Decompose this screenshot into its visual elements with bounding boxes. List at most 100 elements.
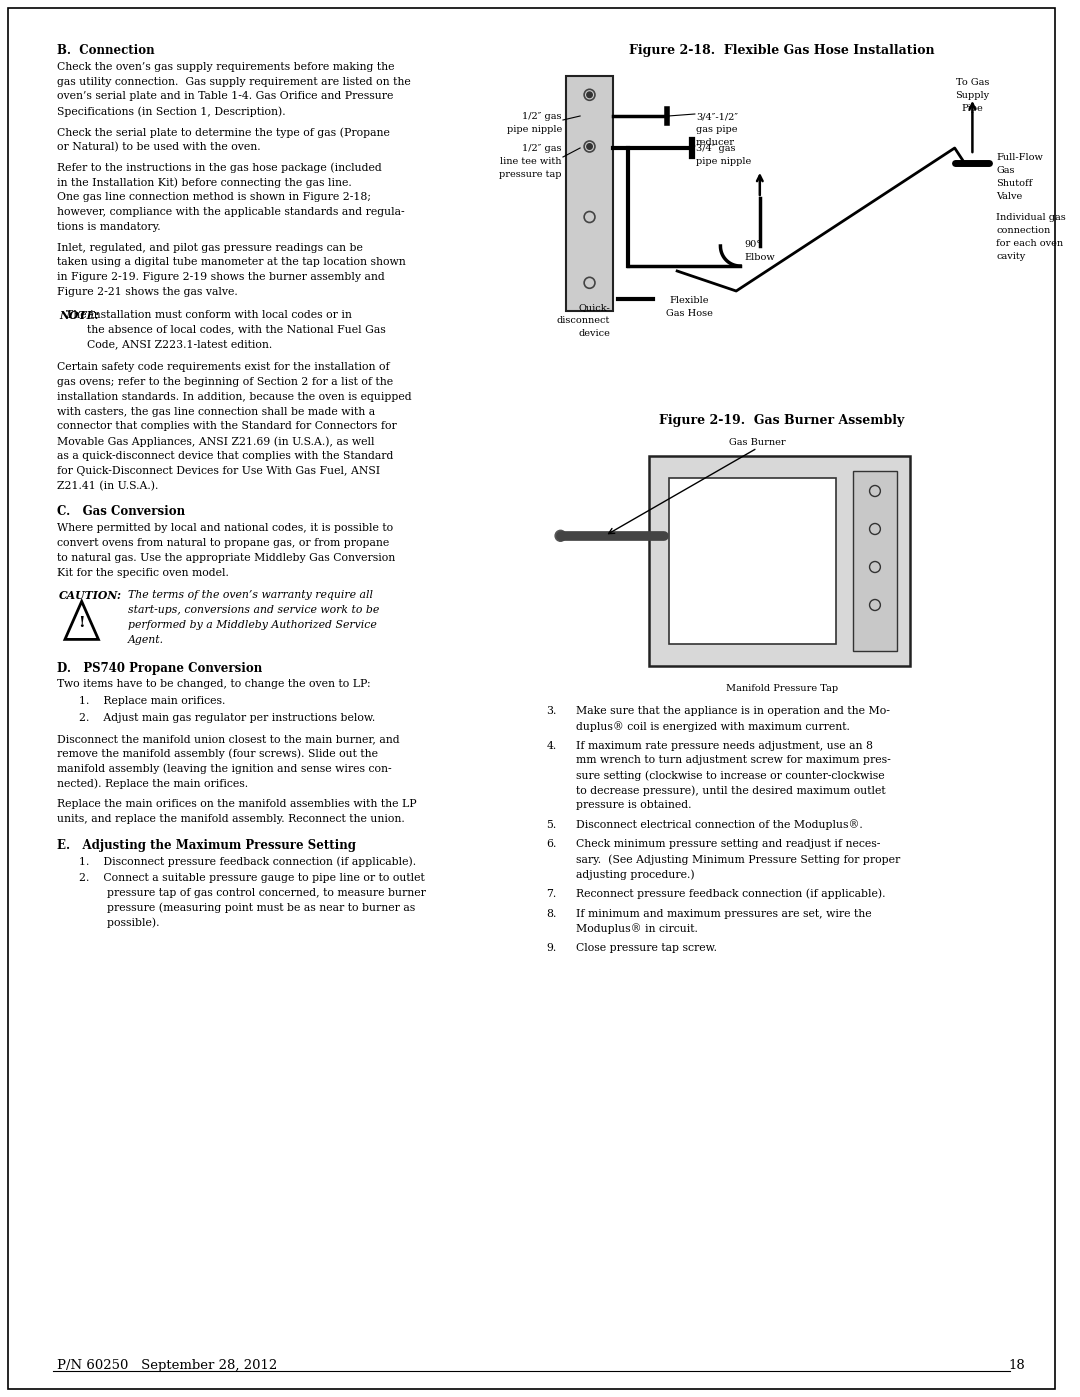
Text: mm wrench to turn adjustment screw for maximum pres-: mm wrench to turn adjustment screw for m… — [576, 756, 891, 766]
Text: Shutoff: Shutoff — [996, 179, 1032, 189]
Text: gas ovens; refer to the beginning of Section 2 for a list of the: gas ovens; refer to the beginning of Sec… — [57, 377, 393, 387]
Text: sure setting (clockwise to increase or counter-clockwise: sure setting (clockwise to increase or c… — [576, 770, 885, 781]
Text: Figure 2-18.  Flexible Gas Hose Installation: Figure 2-18. Flexible Gas Hose Installat… — [630, 43, 935, 57]
Text: Moduplus® in circuit.: Moduplus® in circuit. — [576, 923, 698, 935]
Text: 1.    Replace main orifices.: 1. Replace main orifices. — [79, 696, 225, 707]
Text: C.   Gas Conversion: C. Gas Conversion — [57, 506, 185, 518]
Text: installation standards. In addition, because the oven is equipped: installation standards. In addition, bec… — [57, 391, 411, 402]
Text: pipe nipple: pipe nipple — [696, 156, 751, 166]
Text: convert ovens from natural to propane gas, or from propane: convert ovens from natural to propane ga… — [57, 538, 389, 548]
Text: Valve: Valve — [996, 191, 1023, 201]
Text: Z21.41 (in U.S.A.).: Z21.41 (in U.S.A.). — [57, 481, 159, 490]
Text: in Figure 2-19. Figure 2-19 shows the burner assembly and: in Figure 2-19. Figure 2-19 shows the bu… — [57, 272, 384, 282]
Text: 6.: 6. — [546, 840, 556, 849]
Text: 1.    Disconnect pressure feedback connection (if applicable).: 1. Disconnect pressure feedback connecti… — [79, 856, 416, 868]
Text: 3.: 3. — [546, 705, 556, 717]
Text: sary.  (See Adjusting Minimum Pressure Setting for proper: sary. (See Adjusting Minimum Pressure Se… — [576, 854, 900, 865]
Text: oven’s serial plate and in Table 1-4. Gas Orifice and Pressure: oven’s serial plate and in Table 1-4. Ga… — [57, 91, 393, 102]
Text: !: ! — [79, 616, 85, 630]
Text: connection: connection — [996, 226, 1050, 235]
Text: Inlet, regulated, and pilot gas pressure readings can be: Inlet, regulated, and pilot gas pressure… — [57, 243, 363, 253]
Text: Replace the main orifices on the manifold assemblies with the LP: Replace the main orifices on the manifol… — [57, 799, 417, 809]
Text: device: device — [578, 330, 610, 338]
Text: 90°: 90° — [744, 240, 761, 249]
Text: nected). Replace the main orifices.: nected). Replace the main orifices. — [57, 778, 248, 789]
Circle shape — [586, 144, 592, 149]
Text: 2.    Adjust main gas regulator per instructions below.: 2. Adjust main gas regulator per instruc… — [79, 712, 375, 724]
Text: Individual gas: Individual gas — [996, 212, 1066, 222]
Text: Code, ANSI Z223.1-latest edition.: Code, ANSI Z223.1-latest edition. — [59, 339, 272, 349]
Text: pressure (measuring point must be as near to burner as: pressure (measuring point must be as nea… — [79, 902, 415, 914]
Text: Figure 2-21 shows the gas valve.: Figure 2-21 shows the gas valve. — [57, 286, 238, 298]
Bar — [566, 75, 613, 312]
Text: Flexible: Flexible — [670, 296, 708, 305]
Text: possible).: possible). — [79, 918, 159, 928]
Text: P/N 60250   September 28, 2012: P/N 60250 September 28, 2012 — [57, 1359, 278, 1372]
Text: adjusting procedure.): adjusting procedure.) — [576, 869, 694, 880]
Text: manifold assembly (leaving the ignition and sense wires con-: manifold assembly (leaving the ignition … — [57, 763, 392, 774]
Text: tions is mandatory.: tions is mandatory. — [57, 222, 161, 232]
Text: Refer to the instructions in the gas hose package (included: Refer to the instructions in the gas hos… — [57, 162, 382, 173]
Text: Gas: Gas — [996, 166, 1014, 175]
Text: as a quick-disconnect device that complies with the Standard: as a quick-disconnect device that compli… — [57, 451, 393, 461]
Text: To Gas: To Gas — [956, 78, 989, 87]
Text: Quick-: Quick- — [579, 303, 610, 312]
Text: remove the manifold assembly (four screws). Slide out the: remove the manifold assembly (four screw… — [57, 749, 378, 759]
Text: Disconnect the manifold union closest to the main burner, and: Disconnect the manifold union closest to… — [57, 733, 400, 743]
Text: cavity: cavity — [996, 251, 1025, 261]
Bar — [649, 455, 910, 666]
Text: Reconnect pressure feedback connection (if applicable).: Reconnect pressure feedback connection (… — [576, 888, 886, 900]
Text: Movable Gas Appliances, ANSI Z21.69 (in U.S.A.), as well: Movable Gas Appliances, ANSI Z21.69 (in … — [57, 436, 375, 447]
Text: B.  Connection: B. Connection — [57, 43, 154, 57]
Text: disconnect: disconnect — [557, 316, 610, 326]
Text: 8.: 8. — [546, 908, 556, 919]
Text: If maximum rate pressure needs adjustment, use an 8: If maximum rate pressure needs adjustmen… — [576, 740, 873, 750]
Text: reducer: reducer — [696, 138, 734, 147]
Text: Manifold Pressure Tap: Manifold Pressure Tap — [726, 685, 838, 693]
Text: Make sure that the appliance is in operation and the Mo-: Make sure that the appliance is in opera… — [576, 705, 890, 717]
Text: Agent.: Agent. — [127, 634, 164, 645]
Text: to decrease pressure), until the desired maximum outlet: to decrease pressure), until the desired… — [576, 785, 886, 795]
Text: gas pipe: gas pipe — [696, 124, 738, 134]
Text: in the Installation Kit) before connecting the gas line.: in the Installation Kit) before connecti… — [57, 177, 352, 189]
Text: The terms of the oven’s warranty require all: The terms of the oven’s warranty require… — [127, 591, 373, 601]
Text: to natural gas. Use the appropriate Middleby Gas Conversion: to natural gas. Use the appropriate Midd… — [57, 553, 395, 563]
Text: 2.    Connect a suitable pressure gauge to pipe line or to outlet: 2. Connect a suitable pressure gauge to … — [79, 873, 424, 883]
Bar — [669, 478, 836, 644]
Text: start-ups, conversions and service work to be: start-ups, conversions and service work … — [127, 605, 379, 615]
Text: Gas Hose: Gas Hose — [665, 309, 713, 319]
Text: Check the serial plate to determine the type of gas (Propane: Check the serial plate to determine the … — [57, 127, 390, 137]
Text: 1/2″ gas: 1/2″ gas — [523, 144, 562, 154]
Text: with casters, the gas line connection shall be made with a: with casters, the gas line connection sh… — [57, 407, 375, 416]
Text: pressure tap of gas control concerned, to measure burner: pressure tap of gas control concerned, t… — [79, 888, 426, 898]
Text: 3/4″ gas: 3/4″ gas — [696, 144, 735, 154]
Text: Gas Burner: Gas Burner — [729, 439, 785, 447]
Circle shape — [555, 531, 566, 541]
Text: Check the oven’s gas supply requirements before making the: Check the oven’s gas supply requirements… — [57, 61, 394, 71]
Text: 1/2″ gas: 1/2″ gas — [523, 112, 562, 122]
Text: duplus® coil is energized with maximum current.: duplus® coil is energized with maximum c… — [576, 721, 850, 732]
Text: CAUTION:: CAUTION: — [59, 591, 122, 601]
Text: pressure is obtained.: pressure is obtained. — [576, 800, 691, 810]
Text: 7.: 7. — [546, 888, 556, 898]
Text: E.   Adjusting the Maximum Pressure Setting: E. Adjusting the Maximum Pressure Settin… — [57, 838, 356, 852]
Text: pressure tap: pressure tap — [499, 170, 562, 179]
Text: 18: 18 — [1009, 1359, 1026, 1372]
Text: Kit for the specific oven model.: Kit for the specific oven model. — [57, 567, 229, 577]
Text: connector that complies with the Standard for Connectors for: connector that complies with the Standar… — [57, 422, 396, 432]
Text: One gas line connection method is shown in Figure 2-18;: One gas line connection method is shown … — [57, 193, 372, 203]
Text: Full-Flow: Full-Flow — [996, 154, 1043, 162]
Text: Elbow: Elbow — [744, 253, 774, 263]
Text: line tee with: line tee with — [500, 156, 562, 166]
Text: Two items have to be changed, to change the oven to LP:: Two items have to be changed, to change … — [57, 679, 370, 689]
Text: Pipe: Pipe — [961, 103, 983, 113]
Text: 5.: 5. — [546, 820, 556, 830]
Text: The installation must conform with local codes or in: The installation must conform with local… — [59, 310, 352, 320]
Text: Check minimum pressure setting and readjust if neces-: Check minimum pressure setting and readj… — [576, 840, 880, 849]
Text: Figure 2-19.  Gas Burner Assembly: Figure 2-19. Gas Burner Assembly — [659, 414, 905, 427]
Text: Specifications (in Section 1, Description).: Specifications (in Section 1, Descriptio… — [57, 106, 286, 117]
Text: units, and replace the manifold assembly. Reconnect the union.: units, and replace the manifold assembly… — [57, 814, 405, 824]
Text: Close pressure tap screw.: Close pressure tap screw. — [576, 943, 717, 953]
Text: NOTE:: NOTE: — [59, 310, 99, 321]
Text: Certain safety code requirements exist for the installation of: Certain safety code requirements exist f… — [57, 362, 390, 372]
